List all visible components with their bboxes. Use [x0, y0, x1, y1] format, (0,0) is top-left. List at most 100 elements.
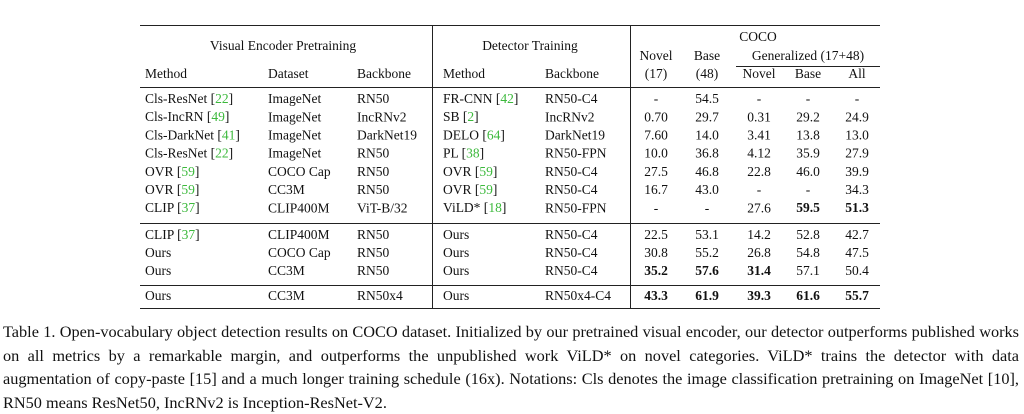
table-cell: COCO Cap [268, 245, 331, 260]
table-cell: OVR [59] [443, 164, 497, 179]
text-segment: ] [225, 109, 230, 124]
table-cell: RN50-C4 [545, 227, 598, 242]
text-segment: ] [474, 109, 479, 124]
table-cell: RN50x4-C4 [545, 288, 611, 303]
table-cell: Cls-DarkNet [41] [145, 127, 240, 142]
table-cell: RN50x4 [357, 288, 403, 303]
table-cell: 50.4 [845, 263, 869, 278]
table-cell: 52.8 [796, 227, 820, 242]
text-segment: OVR [ [443, 182, 480, 197]
table-cell: RN50 [357, 182, 390, 197]
table-cell: CC3M [268, 263, 305, 278]
table-cell: 26.8 [747, 245, 771, 260]
bold-value: 59.5 [796, 200, 820, 215]
text-segment: ] [195, 164, 200, 179]
column-header: (48) [696, 66, 719, 81]
table-cell: Cls-IncRN [49] [145, 109, 229, 124]
table-cell: Ours [443, 288, 469, 303]
text-segment: ViLD* [ [443, 200, 489, 215]
table-cell: RN50 [357, 227, 390, 242]
table-caption: Table 1. Open-vocabulary object detectio… [3, 322, 1019, 412]
citation: 59 [181, 164, 195, 179]
table-cell: - [757, 91, 762, 106]
column-header: Novel [743, 66, 776, 81]
text-segment: ] [493, 182, 498, 197]
bold-value: 35.2 [644, 263, 668, 278]
group-header: Visual Encoder Pretraining [210, 38, 356, 53]
citation: 18 [488, 200, 502, 215]
text-segment: OVR [ [145, 164, 182, 179]
text-segment: OVR [ [145, 182, 182, 197]
table-cell: 10.0 [644, 146, 668, 161]
table-cell: Ours [145, 263, 171, 278]
group-header: Generalized (17+48) [752, 48, 864, 63]
text-segment: ] [195, 227, 200, 242]
table-cell: Ours [443, 245, 469, 260]
table-cell: ImageNet [268, 109, 321, 124]
table-cell: 34.3 [845, 182, 869, 197]
table-cell: ViLD* [18] [443, 200, 506, 215]
text-segment: ] [502, 200, 507, 215]
text-segment: ] [514, 91, 519, 106]
table-cell: RN50 [357, 164, 390, 179]
table-cell: CC3M [268, 288, 305, 303]
text-segment: ] [235, 127, 240, 142]
table-cell: 29.2 [796, 109, 820, 124]
citation: 49 [211, 109, 225, 124]
table-cell: CLIP400M [268, 227, 330, 242]
table-cell: 29.7 [695, 109, 719, 124]
table-cell: 22.5 [644, 227, 668, 242]
table-cell: 53.1 [695, 227, 719, 242]
text-segment: ] [500, 127, 505, 142]
text-segment: Cls-ResNet [ [145, 146, 216, 161]
table-cell: 61.6 [796, 288, 820, 303]
citation: 37 [182, 227, 196, 242]
table-cell: RN50 [357, 146, 390, 161]
table-cell: 14.0 [695, 127, 719, 142]
text-segment: ] [229, 91, 234, 106]
table-cell: 57.6 [695, 263, 719, 278]
table-cell: RN50-C4 [545, 91, 598, 106]
bold-value: 57.6 [695, 263, 719, 278]
table-cell: RN50 [357, 91, 390, 106]
table-cell: 13.8 [796, 127, 820, 142]
table-cell: 46.8 [695, 164, 719, 179]
text-segment: CLIP [ [145, 200, 182, 215]
text-segment: Cls-IncRN [ [145, 109, 212, 124]
column-header: Method [443, 66, 485, 81]
table-cell: DarkNet19 [545, 127, 605, 142]
super-header: COCO [739, 29, 777, 44]
table-cell: 54.8 [796, 245, 820, 260]
table-cell: 0.70 [644, 109, 668, 124]
table-cell: 43.3 [644, 288, 668, 303]
citation: 22 [215, 91, 229, 106]
table-cell: 35.9 [796, 146, 820, 161]
column-header: Backbone [545, 66, 599, 81]
bold-value: 51.3 [845, 200, 869, 215]
table-cell: - [654, 200, 659, 215]
group-header: Detector Training [482, 38, 578, 53]
table-cell: RN50-FPN [545, 200, 607, 215]
table-cell: ViT-B/32 [357, 200, 407, 215]
table-cell: OVR [59] [443, 182, 497, 197]
table-cell: CLIP400M [268, 200, 330, 215]
table-cell: 24.9 [845, 109, 869, 124]
text-segment: CLIP [ [145, 227, 182, 242]
table-cell: DELO [64] [443, 127, 505, 142]
table-cell: 13.0 [845, 127, 869, 142]
table-cell: ImageNet [268, 146, 321, 161]
citation: 64 [487, 127, 501, 142]
table-cell: 3.41 [747, 127, 771, 142]
table-cell: 36.8 [695, 146, 719, 161]
table-cell: - [855, 91, 860, 106]
text-segment: PL [ [443, 146, 467, 161]
text-segment: ] [195, 200, 200, 215]
table-cell: OVR [59] [145, 164, 199, 179]
column-header: All [848, 66, 866, 81]
table-cell: Ours [443, 227, 469, 242]
text-segment: Cls-ResNet [ [145, 91, 216, 106]
table-cell: Ours [443, 263, 469, 278]
table-cell: - [757, 182, 762, 197]
citation: 59 [181, 182, 195, 197]
group-header: Base [694, 48, 720, 63]
